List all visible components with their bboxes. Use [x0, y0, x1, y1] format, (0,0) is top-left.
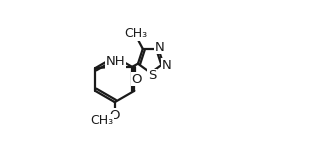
Text: S: S [148, 69, 156, 83]
Text: O: O [131, 73, 142, 86]
Text: NH: NH [106, 55, 125, 68]
Text: N: N [161, 59, 171, 72]
Text: O: O [109, 109, 120, 122]
Text: N: N [155, 41, 165, 54]
Text: CH₃: CH₃ [91, 114, 114, 127]
Text: CH₃: CH₃ [124, 28, 147, 41]
